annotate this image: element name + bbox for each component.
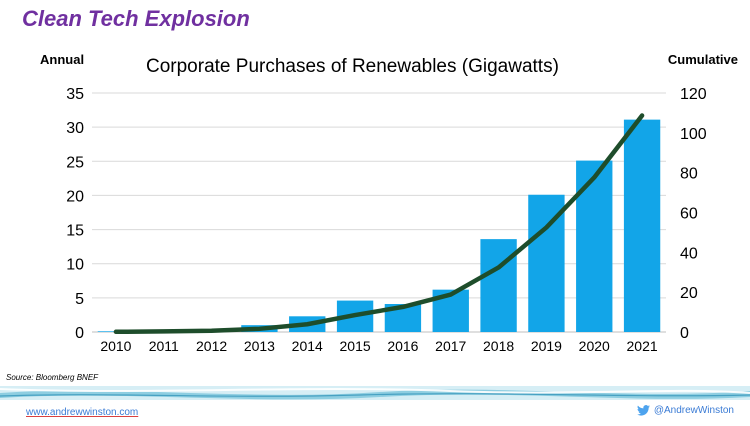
right-tick-label: 0 bbox=[680, 325, 689, 342]
website-link[interactable]: www.andrewwinston.com bbox=[26, 407, 139, 418]
x-tick-label: 2018 bbox=[483, 338, 514, 354]
chart-title: Corporate Purchases of Renewables (Gigaw… bbox=[146, 56, 559, 77]
left-tick-label: 25 bbox=[66, 154, 84, 171]
bar-series bbox=[97, 119, 661, 332]
right-tick-label: 60 bbox=[680, 206, 698, 223]
right-tick-label: 80 bbox=[680, 166, 698, 183]
x-tick-label: 2019 bbox=[531, 338, 562, 354]
left-tick-label: 0 bbox=[75, 325, 84, 342]
x-tick-label: 2010 bbox=[100, 338, 131, 354]
twitter-bird-icon bbox=[636, 405, 650, 416]
x-tick-label: 2020 bbox=[579, 338, 610, 354]
left-tick-label: 5 bbox=[75, 291, 84, 308]
cumulative-line bbox=[113, 113, 645, 335]
left-axis-ticks: 0 5 10 15 20 25 30 35 bbox=[66, 86, 84, 342]
source-note: Source: Bloomberg BNEF bbox=[6, 373, 99, 382]
right-axis-label: Cumulative bbox=[667, 52, 738, 67]
grid-lines bbox=[92, 92, 666, 333]
left-tick-label: 35 bbox=[66, 86, 84, 103]
left-tick-label: 20 bbox=[66, 188, 84, 205]
x-tick-label: 2014 bbox=[292, 338, 323, 354]
x-tick-label: 2021 bbox=[627, 338, 658, 354]
x-tick-label: 2015 bbox=[340, 338, 371, 354]
x-tick-label: 2016 bbox=[387, 338, 418, 354]
right-tick-label: 40 bbox=[680, 245, 698, 262]
right-tick-label: 20 bbox=[680, 285, 698, 302]
slide-title: Clean Tech Explosion bbox=[22, 6, 250, 31]
twitter-handle[interactable]: @AndrewWinston bbox=[636, 405, 734, 416]
right-axis-ticks: 0 20 40 60 80 100 120 bbox=[680, 86, 707, 342]
x-tick-label: 2012 bbox=[196, 338, 227, 354]
left-axis-label: Annual bbox=[40, 52, 85, 67]
bar bbox=[623, 119, 661, 332]
bar bbox=[480, 239, 517, 332]
decorative-wave-band bbox=[0, 386, 750, 400]
left-tick-label: 30 bbox=[66, 120, 84, 137]
right-tick-label: 100 bbox=[680, 126, 707, 143]
x-tick-label: 2017 bbox=[435, 338, 466, 354]
x-tick-label: 2013 bbox=[244, 338, 275, 354]
line-series bbox=[113, 113, 645, 335]
left-tick-label: 10 bbox=[66, 257, 84, 274]
bar bbox=[576, 160, 613, 332]
x-tick-label: 2011 bbox=[149, 338, 179, 354]
twitter-handle-text: @AndrewWinston bbox=[653, 405, 734, 416]
right-tick-label: 120 bbox=[680, 86, 707, 103]
left-tick-label: 15 bbox=[66, 223, 84, 240]
x-axis-ticks: 2010 2011 2012 2013 2014 2015 2016 2017 2018 2019… bbox=[100, 338, 658, 354]
